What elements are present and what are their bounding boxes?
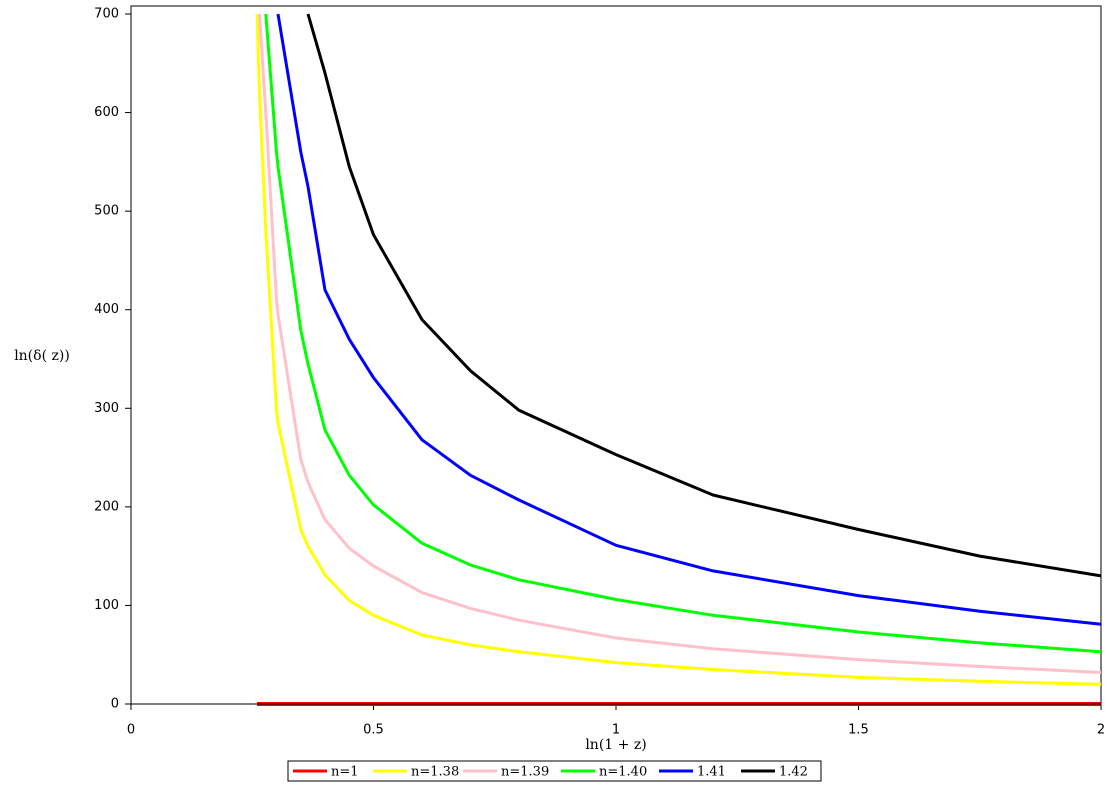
y-tick-label: 300 bbox=[94, 401, 119, 416]
y-tick-label: 700 bbox=[94, 7, 119, 22]
series-line bbox=[276, 13, 1102, 626]
legend-label: n=1.40 bbox=[599, 765, 647, 780]
series-line bbox=[264, 13, 1102, 654]
legend-label: n=1 bbox=[331, 765, 359, 780]
x-tick-label: 0 bbox=[127, 723, 135, 738]
x-tick-label: 1 bbox=[612, 723, 620, 738]
x-tick-label: 0.5 bbox=[363, 723, 384, 738]
legend-label: 1.42 bbox=[779, 765, 808, 780]
y-axis-label: ln(δ( z)) bbox=[14, 348, 70, 364]
y-tick-label: 500 bbox=[94, 204, 119, 219]
legend-box bbox=[287, 760, 822, 782]
y-tick-label: 400 bbox=[94, 302, 119, 317]
legend-label: 1.41 bbox=[697, 765, 726, 780]
y-tick-label: 200 bbox=[94, 499, 119, 514]
series-line bbox=[255, 13, 1102, 686]
legend-label: n=1.39 bbox=[501, 765, 549, 780]
series-line bbox=[306, 13, 1102, 578]
series-line bbox=[258, 13, 1102, 674]
x-tick-label: 1.5 bbox=[848, 723, 869, 738]
y-tick-label: 100 bbox=[94, 598, 119, 613]
x-axis-label: ln(1 + z) bbox=[585, 737, 646, 753]
y-tick-label: 0 bbox=[111, 697, 119, 712]
legend-label: n=1.38 bbox=[411, 765, 459, 780]
x-tick-label: 2 bbox=[1097, 723, 1105, 738]
y-tick-label: 600 bbox=[94, 105, 119, 120]
